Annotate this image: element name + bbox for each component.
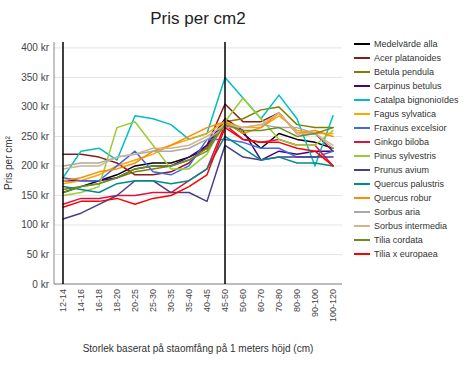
series-line: [63, 125, 333, 166]
legend-swatch: [354, 239, 370, 241]
x-axis-line: [54, 284, 342, 285]
series-line: [63, 77, 333, 177]
x-tick-label: 35-40: [184, 289, 194, 312]
legend-swatch: [354, 99, 370, 101]
series-line: [63, 125, 333, 193]
x-tick-label: 40-45: [202, 289, 212, 312]
x-tick-label: 60-70: [256, 289, 266, 312]
legend-label: Betula pendula: [374, 67, 434, 77]
legend-label: Quercus palustris: [374, 179, 445, 189]
legend-swatch: [354, 127, 370, 129]
legend-swatch: [354, 183, 370, 185]
x-tick-label: 100-120: [328, 289, 338, 322]
x-tick-label: 70-80: [274, 289, 284, 312]
chart: Pris per cm2 0 kr 50 kr 100 kr 150 kr 200 kr 2…: [0, 0, 474, 377]
legend-label: Pinus sylvestris: [374, 151, 437, 161]
x-tick-label: 80-90: [292, 289, 302, 312]
y-tick-label: 0 kr: [32, 279, 49, 290]
y-axis-label: Pris per cm²: [3, 135, 14, 190]
plot-area: [63, 42, 333, 284]
legend-swatch: [354, 43, 370, 45]
legend-swatch: [354, 113, 370, 115]
legend-label: Carpinus betulus: [374, 81, 442, 91]
x-tick-label: 45-50: [220, 289, 230, 312]
legend-swatch: [354, 85, 370, 87]
x-tick-label: 14-16: [76, 289, 86, 312]
x-axis: 12-14 14-16 16-18 18-20 20-25 25-30 30-35 35-40…: [58, 289, 338, 322]
grid-line: [54, 77, 342, 78]
y-tick-label: 300 kr: [21, 101, 49, 112]
legend-swatch: [354, 225, 370, 227]
legend-label: Quercus robur: [374, 193, 432, 203]
reference-line: [224, 42, 226, 284]
y-tick-label: 350 kr: [21, 72, 49, 83]
legend-label: Fraxinus excelsior: [374, 123, 447, 133]
y-tick-label: 50 kr: [27, 249, 50, 260]
legend-label: Sorbus intermedia: [374, 221, 447, 231]
series-line: [63, 104, 333, 175]
x-tick-label: 50-60: [238, 289, 248, 312]
legend-label: Sorbus aria: [374, 207, 420, 217]
legend-swatch: [354, 57, 370, 59]
grid-line: [54, 47, 342, 48]
x-tick-label: 18-20: [112, 289, 122, 312]
legend-swatch: [354, 253, 370, 255]
grid-line: [54, 224, 342, 225]
legend-label: Ginkgo biloba: [374, 137, 429, 147]
x-tick-label: 20-25: [130, 289, 140, 312]
x-tick-label: 12-14: [58, 289, 68, 312]
legend-swatch: [354, 141, 370, 143]
legend-label: Fagus sylvatica: [374, 109, 436, 119]
grid-line: [54, 254, 342, 255]
x-tick-label: 30-35: [166, 289, 176, 312]
y-axis: 0 kr 50 kr 100 kr 150 kr 200 kr 250 kr 300 kr 3…: [21, 42, 342, 289]
legend-swatch: [354, 169, 370, 171]
legend-swatch: [354, 197, 370, 199]
x-axis-label: Storlek baserat på staomfång på 1 meters…: [83, 343, 314, 354]
x-tick-label: 90-100: [310, 289, 320, 317]
series-line: [63, 113, 333, 169]
grid-line: [54, 195, 342, 196]
legend-label: Tilia cordata: [374, 235, 423, 245]
y-tick-label: 100 kr: [21, 219, 49, 230]
legend-swatch: [354, 155, 370, 157]
legend-swatch: [354, 71, 370, 73]
x-tick-label: 25-30: [148, 289, 158, 312]
legend-label: Prunus avium: [374, 165, 429, 175]
series-line: [63, 107, 333, 190]
x-tick-label: 16-18: [94, 289, 104, 312]
grid-line: [54, 106, 342, 107]
legend-label: Acer platanoides: [374, 53, 442, 63]
y-tick-label: 150 kr: [21, 190, 49, 201]
y-tick-label: 250 kr: [21, 131, 49, 142]
legend-label: Catalpa bignonioïdes: [374, 95, 459, 105]
grid-line: [54, 284, 342, 285]
legend-label: Medelvärde alla: [374, 39, 438, 49]
legend-label: Tilia x europaea: [374, 249, 438, 259]
title: Pris per cm2: [150, 9, 245, 28]
y-tick-label: 400 kr: [21, 42, 49, 53]
y-axis-line: [54, 42, 55, 284]
legend-swatch: [354, 211, 370, 213]
reference-line: [62, 42, 64, 284]
y-tick-label: 200 kr: [21, 160, 49, 171]
series-line: [63, 128, 333, 208]
legend: Medelvärde alla Acer platanoides Betula pe…: [354, 39, 459, 259]
